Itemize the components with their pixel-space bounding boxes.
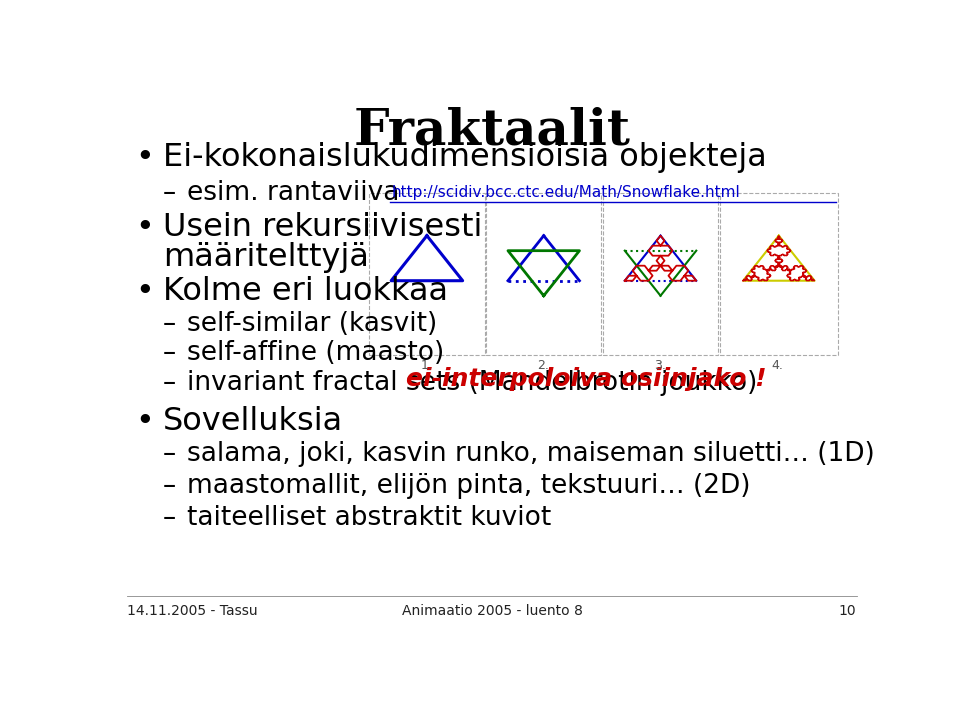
Text: Kolme eri luokkaa: Kolme eri luokkaa: [163, 276, 448, 307]
Text: taiteelliset abstraktit kuviot: taiteelliset abstraktit kuviot: [187, 505, 551, 531]
Text: self-affine (maasto): self-affine (maasto): [187, 340, 444, 366]
Text: self-similar (kasvit): self-similar (kasvit): [187, 311, 437, 337]
Text: –: –: [163, 505, 177, 531]
Text: –: –: [163, 370, 177, 396]
Text: invariant fractal sets (Mandelbrotin joukko): invariant fractal sets (Mandelbrotin jou…: [187, 370, 757, 396]
Text: –: –: [163, 441, 177, 467]
Text: 4.: 4.: [772, 359, 783, 373]
Text: http://scidiv.bcc.ctc.edu/Math/Snowflake.html: http://scidiv.bcc.ctc.edu/Math/Snowflake…: [392, 185, 740, 200]
Text: 1.: 1.: [420, 359, 432, 373]
Text: 2.: 2.: [538, 359, 549, 373]
Text: Fraktaalit: Fraktaalit: [353, 106, 631, 155]
Text: Usein rekursiivisesti: Usein rekursiivisesti: [163, 212, 483, 243]
Text: esim. rantaviiva: esim. rantaviiva: [187, 180, 399, 205]
Text: •: •: [134, 212, 154, 243]
Text: –: –: [163, 180, 177, 205]
Text: Animaatio 2005 - luento 8: Animaatio 2005 - luento 8: [401, 604, 583, 618]
Text: 3.: 3.: [654, 359, 666, 373]
Text: määritelttyjä: määritelttyjä: [163, 242, 369, 273]
Text: •: •: [134, 142, 154, 173]
Text: ei-interpoloiva osiinjako !: ei-interpoloiva osiinjako !: [406, 368, 767, 392]
Text: Ei-kokonaislukudimensioisia objekteja: Ei-kokonaislukudimensioisia objekteja: [163, 142, 767, 173]
Text: Sovelluksia: Sovelluksia: [163, 406, 344, 437]
Text: –: –: [163, 311, 177, 337]
Text: 10: 10: [839, 604, 856, 618]
Text: maastomallit, elijön pinta, tekstuuri… (2D): maastomallit, elijön pinta, tekstuuri… (…: [187, 473, 751, 499]
Text: –: –: [163, 340, 177, 366]
Text: –: –: [163, 473, 177, 499]
Text: 14.11.2005 - Tassu: 14.11.2005 - Tassu: [128, 604, 258, 618]
Text: •: •: [134, 406, 154, 437]
Text: •: •: [134, 276, 154, 307]
Text: salama, joki, kasvin runko, maiseman siluetti… (1D): salama, joki, kasvin runko, maiseman sil…: [187, 441, 875, 467]
